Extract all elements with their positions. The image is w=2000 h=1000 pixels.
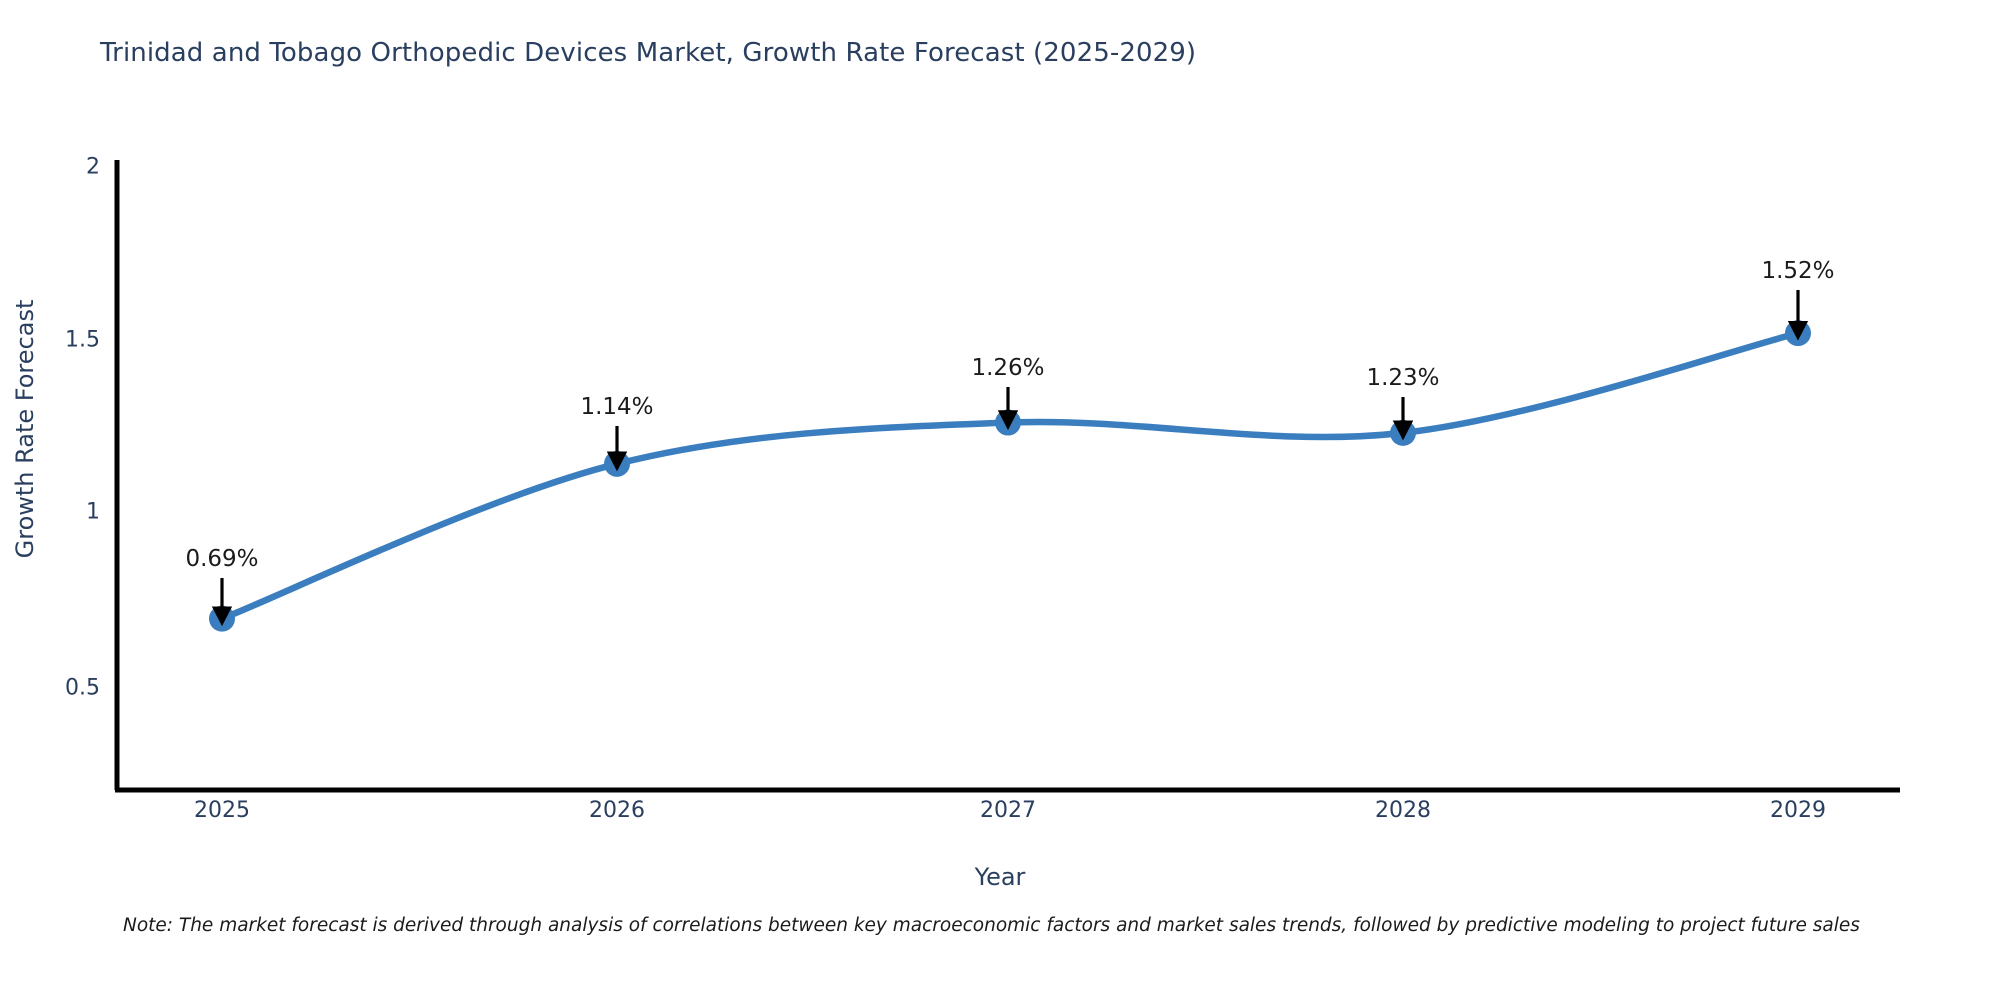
x-tick-label: 2027 <box>980 798 1036 823</box>
x-tick-label: 2028 <box>1375 798 1431 823</box>
point-label-2027: 1.26% <box>971 355 1045 381</box>
chart-title: Trinidad and Tobago Orthopedic Devices M… <box>100 38 1197 68</box>
point-label-2026: 1.14% <box>580 394 654 420</box>
x-axis-title: Year <box>974 863 1026 891</box>
annotation-arrows <box>211 290 1809 627</box>
chart-footnote: Note: The market forecast is derived thr… <box>123 915 1860 936</box>
y-tick-label: 0.5 <box>65 675 100 701</box>
x-tick-label: 2025 <box>194 798 250 823</box>
y-tick-label: 1.5 <box>65 327 100 353</box>
point-label-2029: 1.52% <box>1761 258 1835 284</box>
x-tick-label: 2029 <box>1770 798 1826 823</box>
x-tick-label: 2026 <box>589 798 645 823</box>
point-label-2028: 1.23% <box>1366 365 1440 391</box>
y-tick-label: 1 <box>86 499 100 525</box>
y-tick-label: 2 <box>86 154 100 180</box>
point-label-2025: 0.69% <box>185 546 259 572</box>
